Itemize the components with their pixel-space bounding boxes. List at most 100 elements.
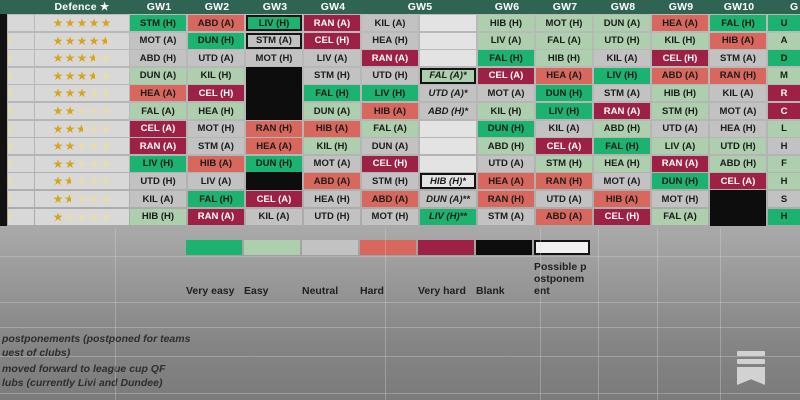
fixture-cell[interactable]: LIV (A) [478, 32, 534, 49]
fixture-cell[interactable]: ABD (H) [130, 50, 186, 67]
fixture-cell[interactable]: HEA (H) [304, 191, 360, 207]
substack-bookmark-icon[interactable] [737, 351, 765, 387]
fixture-cell[interactable]: KIL (A) [536, 120, 592, 137]
defence-rating-cell[interactable]: ★ ★ ★ ★ ★ [35, 85, 129, 102]
fixture-cell[interactable]: DUN (H) [536, 85, 592, 102]
fixture-cell[interactable]: STM (A) [710, 50, 766, 67]
fixture-cell[interactable]: KIL (A) [246, 208, 302, 225]
defence-rating-cell[interactable]: ★ ★ ★ ★ ★ ★ [35, 120, 129, 137]
fixture-cell[interactable]: LIV (H) [130, 155, 186, 172]
fixture-cell[interactable]: MOT (A) [130, 32, 186, 49]
fixture-cell[interactable]: STM (H) [652, 103, 708, 119]
gw-header-gw5[interactable]: GW5 [407, 1, 433, 13]
fixture-cell[interactable]: HIB (H) [130, 208, 186, 225]
fixture-cell[interactable]: LIV (H)** [420, 208, 476, 225]
fixture-cell[interactable]: STM (A) [594, 85, 650, 102]
fixture-cell[interactable]: UTD (H) [710, 138, 766, 155]
fixture-cell[interactable]: UTD (A) [188, 50, 244, 67]
fixture-cell[interactable]: DUN (A)** [420, 191, 476, 207]
fixture-cell[interactable]: STM (A) [478, 208, 534, 225]
fixture-cell[interactable]: DUN (A) [304, 103, 360, 119]
fixture-cell[interactable]: CEL (H) [652, 50, 708, 67]
fixture-cell[interactable]: LIV (H) [362, 85, 418, 102]
blank-cell[interactable] [710, 207, 766, 226]
gw-header-gw3[interactable]: GW3 [262, 1, 288, 13]
fixture-cell[interactable]: KIL (A) [710, 85, 766, 102]
fixture-cell[interactable]: FAL (H) [304, 85, 360, 102]
fixture-cell[interactable]: HEA (A) [246, 138, 302, 155]
fixture-cell[interactable]: CEL (A) [246, 191, 302, 207]
fixture-cell[interactable]: KIL (A) [362, 15, 418, 31]
fixture-cell[interactable]: DUN (H) [188, 32, 244, 49]
fixture-cell[interactable]: HEA (H) [594, 155, 650, 172]
fixture-cell[interactable]: H [768, 208, 800, 225]
legend-swatch-easy[interactable] [244, 240, 300, 255]
defence-rating-cell[interactable]: ★ ★ ★ ★ ★ [35, 103, 129, 119]
fixture-cell[interactable] [420, 120, 476, 137]
defence-column-header[interactable]: Defence ★ [54, 1, 110, 13]
fixture-cell[interactable]: ABD (A) [304, 173, 360, 190]
fixture-cell[interactable]: DUN (A) [594, 15, 650, 31]
fixture-cell[interactable]: ABD (H) [478, 138, 534, 155]
blank-cell[interactable] [246, 84, 302, 103]
blank-cell[interactable] [710, 190, 766, 208]
fixture-cell[interactable]: UTD (A) [478, 155, 534, 172]
fixture-cell[interactable]: KIL (A) [130, 191, 186, 207]
fixture-cell[interactable]: MOT (H) [188, 120, 244, 137]
fixture-cell[interactable]: DUN (H) [478, 120, 534, 137]
fixture-cell[interactable]: UTD (A)* [420, 85, 476, 102]
fixture-cell[interactable]: HIB (H) [652, 85, 708, 102]
gw-header-gw2[interactable]: GW2 [204, 1, 230, 13]
fixture-cell[interactable]: MOT (H) [362, 208, 418, 225]
fixture-cell[interactable]: RAN (A) [652, 155, 708, 172]
fixture-cell[interactable]: LIV (H) [594, 67, 650, 84]
fixture-cell[interactable]: HEA (H) [710, 120, 766, 137]
fixture-cell[interactable]: HIB (A) [710, 32, 766, 49]
fixture-cell[interactable]: RAN (H) [478, 191, 534, 207]
fixture-cell[interactable]: RAN (H) [710, 67, 766, 84]
fixture-cell[interactable]: FAL (H) [594, 138, 650, 155]
fixture-cell[interactable]: KIL (H) [652, 32, 708, 49]
fixture-cell[interactable]: STM (H) [536, 155, 592, 172]
defence-rating-cell[interactable]: ★ ★ ★ ★ ★ [35, 138, 129, 155]
fixture-cell[interactable]: ABD (H) [710, 155, 766, 172]
fixture-cell[interactable]: HEA (H) [362, 32, 418, 49]
fixture-cell[interactable] [420, 32, 476, 49]
fixture-cell[interactable]: STM (A) [246, 32, 302, 49]
gw-header-gw1[interactable]: GW1 [146, 1, 172, 13]
fixture-cell[interactable]: RAN (A) [188, 208, 244, 225]
fixture-cell[interactable]: HEA (A) [652, 15, 708, 31]
fixture-cell[interactable]: CEL (A) [478, 67, 534, 84]
fixture-cell[interactable]: KIL (H) [188, 67, 244, 84]
legend-swatch-very_hard[interactable] [418, 240, 474, 255]
fixture-cell[interactable]: FAL (A) [652, 208, 708, 225]
fixture-cell[interactable]: HIB (H) [478, 15, 534, 31]
fixture-cell[interactable]: F [768, 155, 800, 172]
gw-header-gw6[interactable]: GW6 [494, 1, 520, 13]
fixture-cell[interactable]: HIB (A) [304, 120, 360, 137]
fixture-cell[interactable]: RAN (H) [536, 173, 592, 190]
fixture-cell[interactable]: C [768, 103, 800, 119]
fixture-cell[interactable]: UTD (H) [130, 173, 186, 190]
fixture-cell[interactable]: ABD (H)* [420, 103, 476, 119]
fixture-cell[interactable]: HIB (H)* [420, 173, 476, 190]
fixture-cell[interactable]: LIV (H) [536, 103, 592, 119]
defence-rating-cell[interactable]: ★ ★ ★ ★ ★ [35, 208, 129, 225]
fixture-cell[interactable]: HEA (A) [536, 67, 592, 84]
fixture-cell[interactable]: CEL (H) [188, 85, 244, 102]
fixture-cell[interactable]: DUN (H) [246, 155, 302, 172]
fixture-cell[interactable]: RAN (A) [130, 138, 186, 155]
fixture-cell[interactable]: HIB (A) [362, 103, 418, 119]
defence-rating-cell[interactable]: ★ ★ ★ ★ ★ ★ [35, 191, 129, 207]
fixture-cell[interactable] [420, 138, 476, 155]
fixture-cell[interactable]: FAL (H) [188, 191, 244, 207]
fixture-cell[interactable]: UTD (H) [304, 208, 360, 225]
fixture-cell[interactable]: KIL (A) [594, 50, 650, 67]
fixture-cell[interactable]: FAL (A) [536, 32, 592, 49]
fixture-cell[interactable]: STM (A) [188, 138, 244, 155]
defence-rating-cell[interactable]: ★ ★ ★ ★ ★ ★ [35, 67, 129, 84]
fixture-cell[interactable]: LIV (A) [304, 50, 360, 67]
fixture-cell[interactable]: FAL (H) [710, 15, 766, 31]
defence-rating-cell[interactable]: ★ ★ ★ ★ ★ ★ [35, 50, 129, 67]
fixture-cell[interactable]: RAN (A) [304, 15, 360, 31]
